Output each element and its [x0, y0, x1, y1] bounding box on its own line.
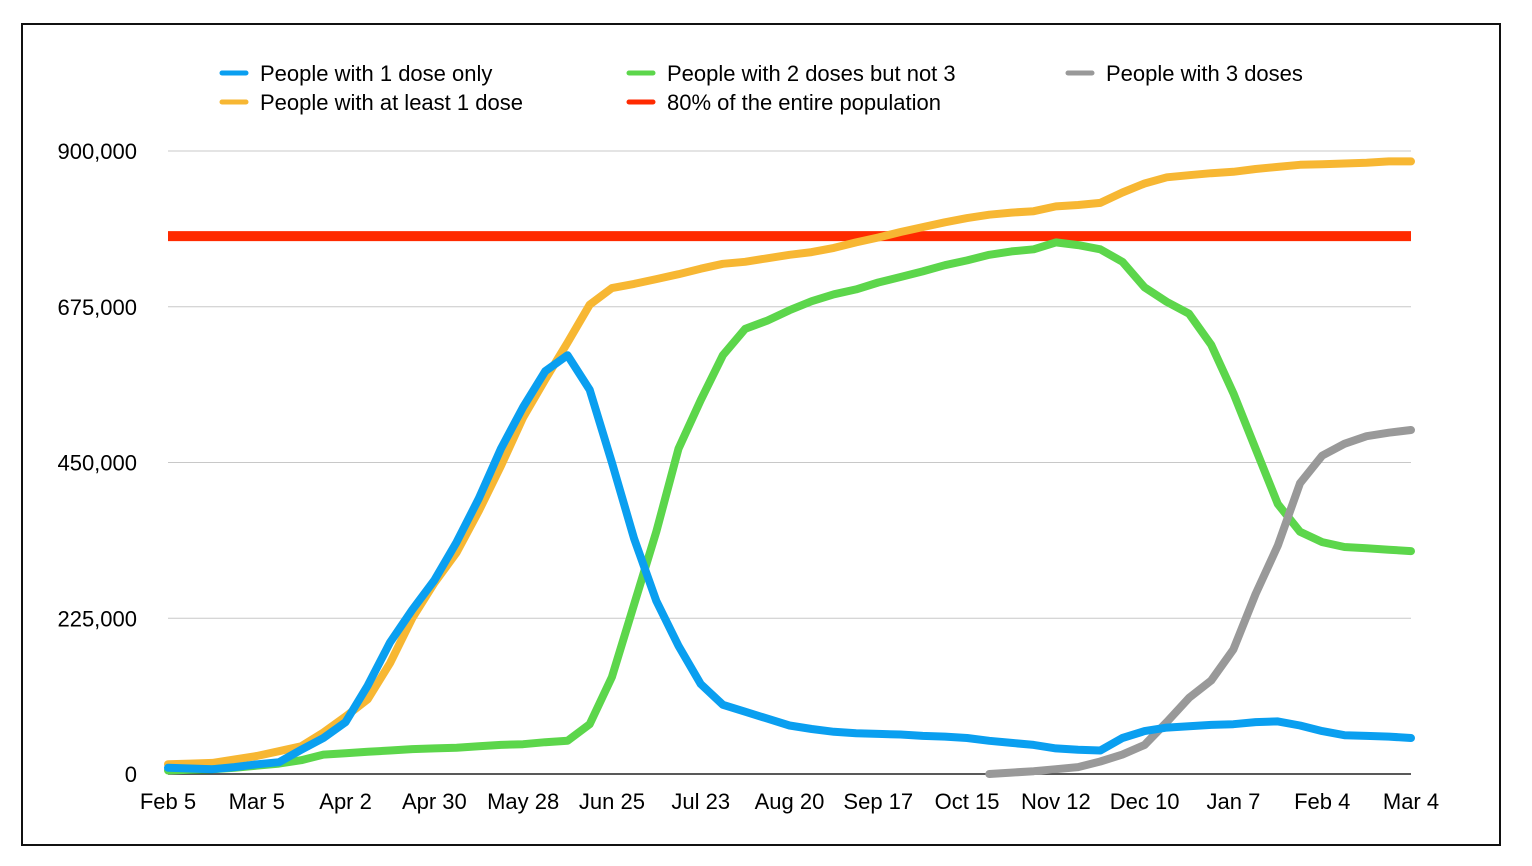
y-tick-label: 900,000: [57, 139, 137, 164]
series-line-3: [985, 426, 1415, 778]
x-tick-label: Mar 5: [229, 789, 285, 814]
series-line-1: [164, 157, 1415, 769]
x-tick-label: May 28: [487, 789, 559, 814]
y-axis-ticks: 0 225,000 450,000 675,000 900,000: [57, 139, 137, 787]
legend-label-atleast1: People with at least 1 dose: [260, 90, 523, 115]
x-tick-label: Jul 23: [671, 789, 730, 814]
y-tick-label: 225,000: [57, 606, 137, 631]
x-tick-label: Feb 4: [1294, 789, 1350, 814]
x-tick-label: Jun 25: [579, 789, 645, 814]
legend: People with 1 dose only People with 2 do…: [219, 61, 1303, 115]
x-tick-label: Nov 12: [1021, 789, 1091, 814]
x-tick-label: Apr 2: [319, 789, 372, 814]
chart-frame: [21, 23, 1501, 846]
legend-label-3doses: People with 3 doses: [1106, 61, 1303, 86]
gridlines: [168, 150, 1411, 619]
series-line-0: [164, 351, 1415, 774]
legend-label-1dose: People with 1 dose only: [260, 61, 492, 86]
x-tick-label: Oct 15: [935, 789, 1000, 814]
x-tick-label: Apr 30: [402, 789, 467, 814]
x-tick-label: Mar 4: [1383, 789, 1439, 814]
y-tick-label: 450,000: [57, 451, 137, 476]
x-tick-label: Feb 5: [140, 789, 196, 814]
series-line-2: [164, 238, 1415, 775]
x-tick-label: Aug 20: [755, 789, 825, 814]
y-tick-label: 675,000: [57, 295, 137, 320]
x-tick-label: Jan 7: [1207, 789, 1261, 814]
series-lines: [164, 157, 1415, 778]
x-tick-label: Dec 10: [1110, 789, 1180, 814]
legend-label-80pct: 80% of the entire population: [667, 90, 941, 115]
y-tick-label: 0: [125, 762, 137, 787]
x-axis-ticks: Feb 5 Mar 5 Apr 2 Apr 30 May 28 Jun 25 Jul 23 A…: [140, 789, 1439, 814]
x-tick-label: Sep 17: [843, 789, 913, 814]
legend-label-2doses: People with 2 doses but not 3: [667, 61, 956, 86]
